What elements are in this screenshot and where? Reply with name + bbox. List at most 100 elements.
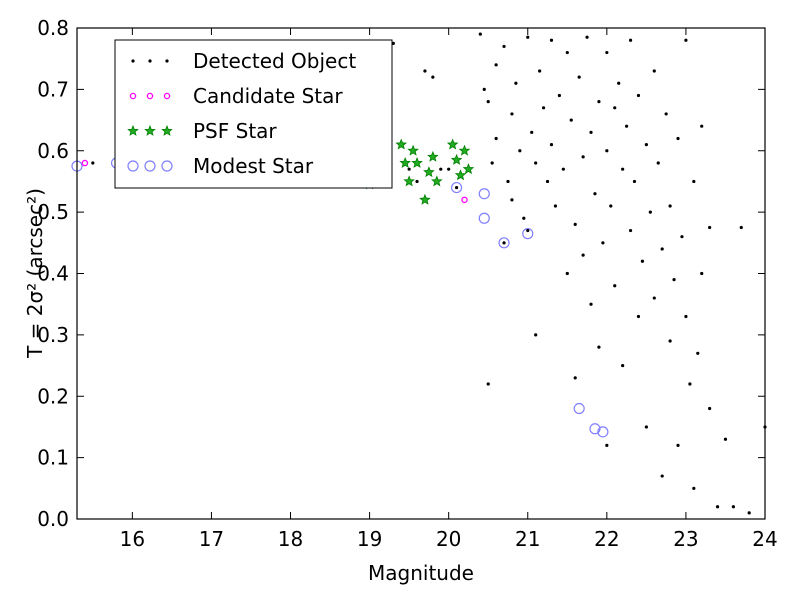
legend-marker-candidate-star — [146, 92, 154, 100]
legend-marker-psf-star — [161, 124, 173, 136]
detected-object-point — [731, 505, 735, 509]
legend-label-modest-star: Modest Star — [193, 154, 314, 178]
detected-object-point — [692, 486, 696, 490]
y-tick-label: 0.6 — [37, 139, 69, 163]
detected-object-point — [514, 81, 518, 85]
detected-object-point — [577, 75, 581, 79]
detected-object-point — [605, 443, 609, 447]
detected-object-point — [636, 93, 641, 98]
psf-star-point — [427, 150, 439, 162]
detected-object-point — [549, 38, 554, 42]
detected-object-point — [648, 210, 652, 214]
detected-object-point — [510, 198, 514, 202]
x-tick-label: 24 — [752, 527, 777, 551]
y-tick-label: 0.7 — [37, 77, 69, 101]
detected-object-point — [486, 100, 490, 104]
psf-star-point — [411, 156, 423, 168]
detected-object-point — [545, 179, 550, 184]
detected-object-point — [684, 38, 688, 42]
detected-object-point — [553, 204, 558, 208]
legend-marker-modest-star — [161, 160, 173, 172]
detected-object-point — [601, 241, 605, 245]
x-tick-label: 22 — [594, 527, 619, 551]
detected-object-point — [423, 69, 427, 73]
psf-star-point — [450, 153, 463, 165]
detected-object-point — [589, 130, 593, 134]
detected-object-point — [502, 44, 506, 49]
detected-object-point — [672, 278, 676, 282]
detected-object-point — [613, 284, 617, 288]
detected-object-point — [431, 75, 435, 79]
psf-star-point — [395, 138, 408, 150]
detected-object-point — [597, 100, 601, 104]
legend-box — [114, 39, 393, 189]
detected-object-point — [581, 155, 585, 159]
psf-star-point — [423, 166, 435, 178]
detected-object-point — [668, 339, 672, 343]
y-axis-label: T = 2σ² (arcsec²) — [23, 188, 47, 359]
detected-object-point — [502, 241, 506, 245]
y-tick-label: 0.4 — [37, 262, 69, 286]
psf-star-point — [407, 144, 419, 156]
detected-object-point — [510, 112, 514, 116]
psf-star-point — [446, 138, 459, 150]
detected-object-point — [407, 167, 411, 171]
detected-object-point — [640, 259, 645, 263]
detected-object-point — [692, 179, 696, 184]
detected-object-point — [589, 302, 593, 306]
detected-object-point — [660, 247, 664, 251]
modest-star-point — [522, 228, 534, 240]
detected-object-point — [676, 443, 680, 447]
y-tick-label: 0.0 — [37, 507, 69, 531]
detected-object-point — [605, 50, 609, 55]
x-tick-label: 18 — [278, 527, 303, 551]
legend-marker-modest-star — [144, 160, 156, 172]
legend-marker-psf-star — [144, 124, 156, 136]
detected-object-point — [478, 32, 482, 36]
psf-star-point — [399, 156, 411, 168]
psf-star-point — [419, 193, 431, 205]
modest-star-point — [478, 212, 490, 224]
detected-object-point — [676, 136, 680, 141]
detected-object-point — [561, 167, 565, 171]
modest-star-point — [589, 423, 601, 435]
legend-label-candidate-star: Candidate Star — [193, 84, 343, 108]
modest-star-point — [573, 402, 585, 415]
detected-object-point — [490, 161, 494, 165]
detected-object-point — [636, 314, 641, 319]
y-tick-label: 0.5 — [37, 200, 69, 224]
psf-star-point — [458, 144, 471, 156]
detected-object-point — [644, 425, 648, 429]
detected-object-point — [660, 474, 664, 478]
legend-label-detected-object: Detected Object — [193, 49, 356, 73]
axis-ticks: 16 17 18 19 20 21 22 23 24 0.0 0.1 0.2 0.3 0.4 0.5 0.6 0… — [37, 16, 778, 551]
legend-marker-psf-star — [127, 124, 139, 136]
modest-star-point — [450, 181, 463, 194]
legend-marker-detected-object — [148, 59, 152, 63]
detected-object-point — [747, 511, 751, 515]
candidate-star-point — [81, 159, 89, 167]
detected-object-point — [549, 143, 554, 147]
y-tick-label: 0.3 — [37, 323, 69, 347]
detected-object-point — [585, 35, 589, 39]
detected-object-point — [565, 50, 569, 55]
detected-object-point — [526, 228, 530, 233]
detected-object-point — [597, 345, 601, 349]
detected-object-point — [708, 406, 712, 411]
detected-object-point — [573, 222, 577, 226]
y-tick-label: 0.2 — [37, 384, 69, 408]
modest-star-point — [597, 426, 609, 438]
detected-object-point — [534, 161, 538, 165]
y-tick-label: 0.8 — [37, 16, 69, 40]
x-tick-label: 21 — [515, 527, 540, 551]
detected-object-point — [628, 38, 633, 42]
detected-object-point — [569, 118, 573, 122]
detected-object-point — [664, 112, 668, 116]
detected-object-point — [518, 149, 522, 153]
detected-object-point — [526, 35, 530, 39]
x-tick-label: 20 — [436, 527, 461, 551]
detected-object-point — [534, 333, 538, 337]
legend-marker-detected-object — [131, 59, 135, 63]
detected-object-point — [723, 437, 728, 441]
